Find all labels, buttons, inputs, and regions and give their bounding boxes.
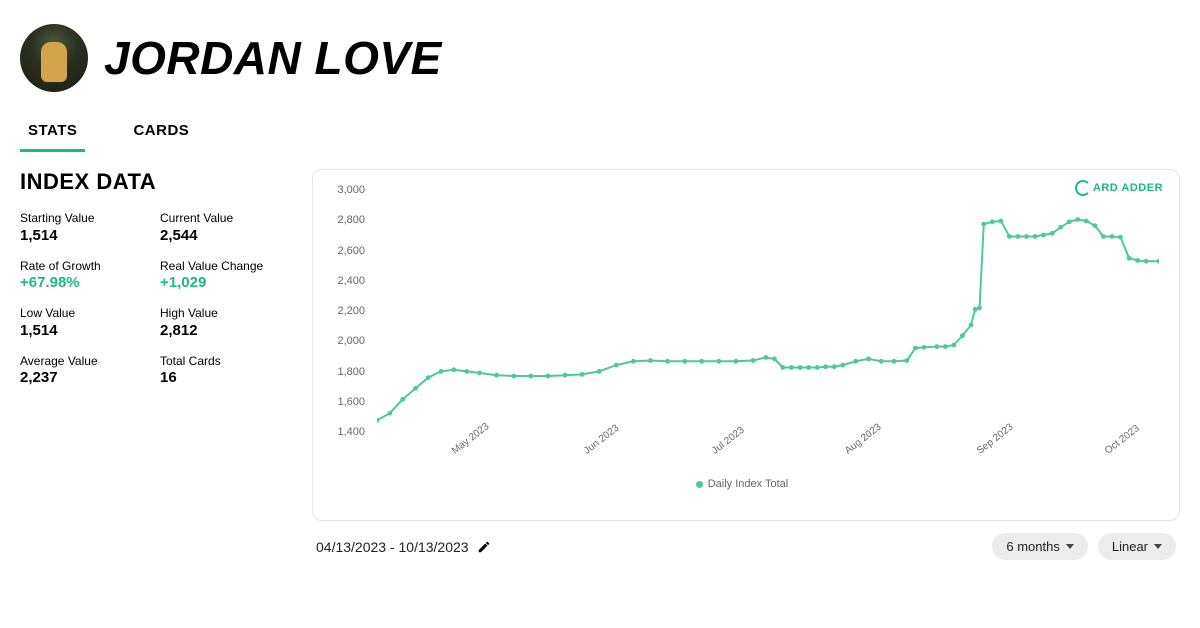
stat-label: Rate of Growth [20, 259, 160, 275]
date-range[interactable]: 04/13/2023 - 10/13/2023 [316, 539, 491, 555]
stat-value: 16 [160, 369, 300, 387]
chevron-down-icon [1066, 544, 1074, 549]
stat-rate-of-growth: Rate of Growth +67.98% [20, 259, 160, 293]
stat-label: Total Cards [160, 354, 300, 370]
stat-label: High Value [160, 306, 300, 322]
stat-label: Low Value [20, 306, 160, 322]
date-range-text: 04/13/2023 - 10/13/2023 [316, 539, 469, 555]
stat-label: Average Value [20, 354, 160, 370]
stat-real-value-change: Real Value Change +1,029 [160, 259, 300, 293]
stat-value: +1,029 [160, 274, 300, 292]
stat-value: 2,237 [20, 369, 160, 387]
stat-label: Current Value [160, 211, 300, 227]
player-name: JORDAN LOVE [104, 31, 442, 85]
legend-label: Daily Index Total [708, 478, 789, 490]
stat-value: 2,544 [160, 227, 300, 245]
tab-cards[interactable]: CARDS [125, 112, 197, 152]
chart-y-axis: 3,0002,8002,6002,4002,2002,0001,8001,600… [321, 184, 371, 438]
range-selector-label: 6 months [1006, 539, 1059, 554]
legend-dot-icon [696, 481, 703, 488]
chevron-down-icon [1154, 544, 1162, 549]
stat-starting-value: Starting Value 1,514 [20, 211, 160, 245]
scale-selector-label: Linear [1112, 539, 1148, 554]
edit-icon[interactable] [477, 540, 491, 554]
stat-total-cards: Total Cards 16 [160, 354, 300, 388]
stat-current-value: Current Value 2,544 [160, 211, 300, 245]
stat-value: +67.98% [20, 274, 160, 292]
stat-high-value: High Value 2,812 [160, 306, 300, 340]
index-chart[interactable]: ARD ADDER 3,0002,8002,6002,4002,2002,000… [312, 169, 1180, 521]
tab-bar: STATS CARDS [0, 104, 1200, 153]
stat-value: 1,514 [20, 322, 160, 340]
stat-label: Starting Value [20, 211, 160, 227]
stat-label: Real Value Change [160, 259, 300, 275]
stat-value: 1,514 [20, 227, 160, 245]
chart-legend: Daily Index Total [321, 474, 1163, 490]
chart-x-axis: May 2023Jun 2023Jul 2023Aug 2023Sep 2023… [377, 440, 1159, 474]
stat-low-value: Low Value 1,514 [20, 306, 160, 340]
stat-average-value: Average Value 2,237 [20, 354, 160, 388]
player-avatar[interactable] [20, 24, 88, 92]
range-selector[interactable]: 6 months [992, 533, 1087, 560]
chart-plot-area[interactable] [377, 190, 1159, 438]
tab-stats[interactable]: STATS [20, 112, 85, 152]
stat-value: 2,812 [160, 322, 300, 340]
section-title: INDEX DATA [20, 169, 294, 195]
scale-selector[interactable]: Linear [1098, 533, 1176, 560]
